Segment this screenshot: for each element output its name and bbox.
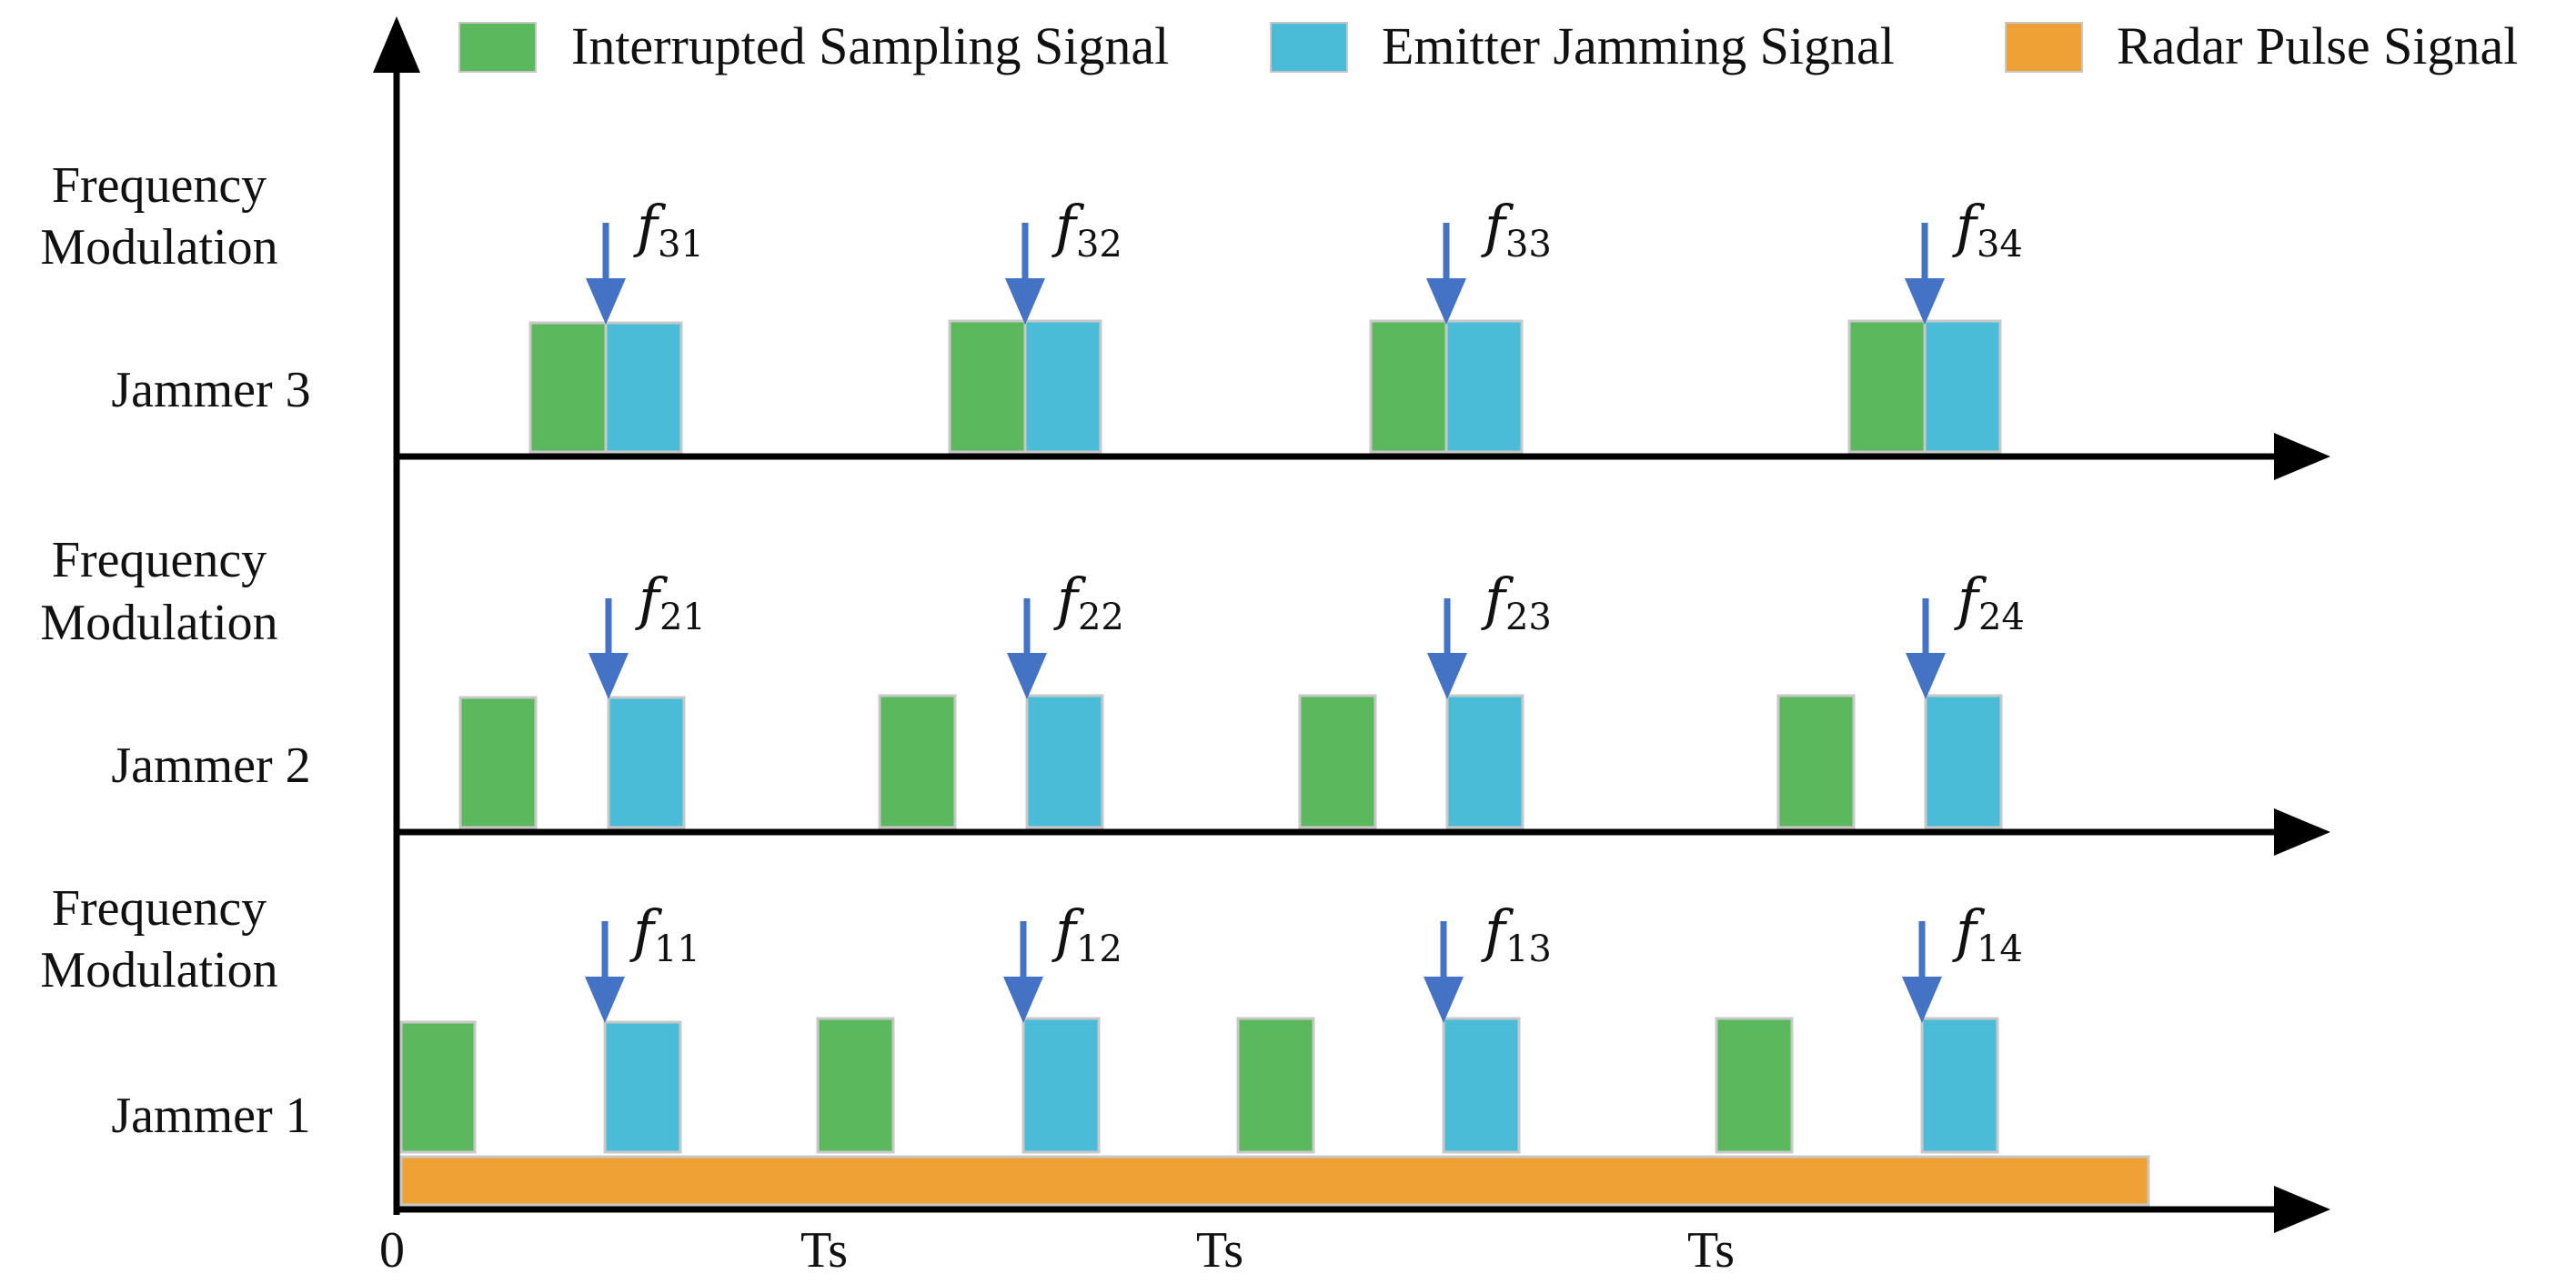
legend: Interrupted Sampling Signal Emitter Jamm… xyxy=(458,16,2518,75)
modulation-label-line2: Modulation xyxy=(40,595,277,651)
tick-label-ts-1: Ts xyxy=(800,1222,848,1279)
jammer-label: Jammer 3 xyxy=(111,362,310,418)
time-axis-arrowhead xyxy=(2274,433,2330,480)
origin-label: 0 xyxy=(379,1222,405,1279)
pulse-group-3: f13 xyxy=(1236,898,1552,1154)
interrupted-sampling-block xyxy=(399,1020,477,1154)
row-jammer-3: Frequency Modulation Jammer 3 f31 f32 f3… xyxy=(40,157,2023,454)
interrupted-sampling-block xyxy=(1776,694,1856,829)
time-tick-labels: 0 Ts Ts Ts xyxy=(379,1222,1735,1279)
legend-label-radar-pulse: Radar Pulse Signal xyxy=(2117,16,2518,75)
down-arrow-icon-head xyxy=(1906,653,1946,699)
interrupted-sampling-block xyxy=(878,694,957,829)
legend-label-emitter-jamming: Emitter Jamming Signal xyxy=(1382,16,1895,75)
emitter-jamming-block xyxy=(1023,319,1102,454)
emitter-jamming-block xyxy=(1445,694,1524,829)
modulation-label-line1: Frequency xyxy=(52,880,267,937)
down-arrow-icon-head xyxy=(1005,278,1045,325)
tick-label-ts-2: Ts xyxy=(1196,1222,1243,1279)
pulse-group-1: f21 xyxy=(458,566,706,829)
row-jammer-1: Frequency Modulation Jammer 1 f11 f12 f1… xyxy=(40,880,2150,1207)
interrupted-sampling-block xyxy=(1236,1017,1315,1154)
pulse-group-2: f32 xyxy=(948,193,1122,454)
frequency-label: f33 xyxy=(1481,193,1552,266)
down-arrow-icon-head xyxy=(1902,977,1942,1023)
pulse-group-3: f23 xyxy=(1298,566,1552,829)
interrupted-sampling-block xyxy=(1847,319,1927,454)
jammer-label: Jammer 2 xyxy=(111,737,310,794)
vertical-axis-arrowhead xyxy=(373,16,420,73)
down-arrow-icon-head xyxy=(586,278,626,325)
pulse-group-3: f33 xyxy=(1369,193,1552,454)
frequency-label: f24 xyxy=(1954,566,2025,638)
frequency-label: f21 xyxy=(635,566,706,638)
interrupted-sampling-block xyxy=(1369,319,1448,454)
down-arrow-icon-head xyxy=(1003,977,1043,1023)
legend-swatch-interrupted-sampling xyxy=(458,22,537,73)
modulation-label-line1: Frequency xyxy=(52,157,267,214)
pulse-group-4: f34 xyxy=(1847,193,2023,454)
time-axis-arrowhead xyxy=(2274,808,2330,856)
tick-label-ts-3: Ts xyxy=(1687,1222,1735,1279)
legend-swatch-emitter-jamming xyxy=(1270,22,1348,73)
time-axis-arrowhead xyxy=(2274,1186,2330,1233)
legend-label-interrupted-sampling: Interrupted Sampling Signal xyxy=(571,16,1169,75)
frequency-label: f14 xyxy=(1952,898,2023,970)
emitter-jamming-block xyxy=(1444,319,1524,454)
interrupted-sampling-block xyxy=(948,319,1027,454)
emitter-jamming-block xyxy=(1923,319,2002,454)
time-axis-jammer-3 xyxy=(397,433,2330,480)
down-arrow-icon-head xyxy=(1427,653,1467,699)
modulation-label-line2: Modulation xyxy=(40,942,277,998)
modulation-label-line2: Modulation xyxy=(40,219,277,276)
time-axis-jammer-1 xyxy=(397,1186,2330,1233)
down-arrow-icon-head xyxy=(589,653,629,699)
frequency-label: f13 xyxy=(1481,898,1552,970)
pulse-group-1: f11 xyxy=(399,898,700,1154)
emitter-jamming-block xyxy=(1025,694,1104,829)
emitter-jamming-block xyxy=(1924,694,2003,829)
frequency-label: f31 xyxy=(633,193,704,266)
emitter-jamming-block xyxy=(607,696,686,829)
legend-item-radar-pulse: Radar Pulse Signal xyxy=(2005,16,2518,75)
emitter-jamming-block xyxy=(1021,1017,1101,1154)
interrupted-sampling-block xyxy=(1298,694,1377,829)
down-arrow-icon-head xyxy=(1426,278,1466,325)
interrupted-sampling-block xyxy=(458,696,538,829)
down-arrow-icon-head xyxy=(1905,278,1945,325)
down-arrow-icon-head xyxy=(585,977,625,1023)
interrupted-sampling-block xyxy=(528,321,608,454)
radar-pulse-block xyxy=(399,1155,2150,1207)
pulse-group-2: f12 xyxy=(816,898,1122,1154)
legend-item-emitter-jamming: Emitter Jamming Signal xyxy=(1270,16,1895,75)
frequency-label: f32 xyxy=(1052,193,1122,266)
legend-item-interrupted-sampling: Interrupted Sampling Signal xyxy=(458,16,1169,75)
time-axis-jammer-2 xyxy=(397,808,2330,856)
pulse-group-4: f24 xyxy=(1776,566,2025,829)
emitter-jamming-block xyxy=(1920,1017,1999,1154)
down-arrow-icon-head xyxy=(1424,977,1464,1023)
down-arrow-icon-head xyxy=(1007,653,1047,699)
jammer-label: Jammer 1 xyxy=(111,1088,310,1144)
frequency-label: f12 xyxy=(1052,898,1122,970)
emitter-jamming-block xyxy=(604,321,683,454)
emitter-jamming-block xyxy=(603,1020,682,1154)
interrupted-sampling-block xyxy=(1715,1017,1794,1154)
legend-swatch-radar-pulse xyxy=(2005,22,2083,73)
emitter-jamming-block xyxy=(1442,1017,1521,1154)
frequency-label: f34 xyxy=(1952,193,2023,266)
pulse-group-2: f22 xyxy=(878,566,1124,829)
pulse-group-1: f31 xyxy=(528,193,704,454)
frequency-label: f23 xyxy=(1481,566,1552,638)
vertical-axis xyxy=(373,16,420,1215)
frequency-label: f22 xyxy=(1053,566,1124,638)
modulation-label-line1: Frequency xyxy=(52,532,267,588)
row-jammer-2: Frequency Modulation Jammer 2 f21 f22 f2… xyxy=(40,532,2025,829)
frequency-label: f11 xyxy=(629,898,700,970)
interrupted-sampling-block xyxy=(816,1017,895,1154)
pulse-group-4: f14 xyxy=(1715,898,2023,1154)
